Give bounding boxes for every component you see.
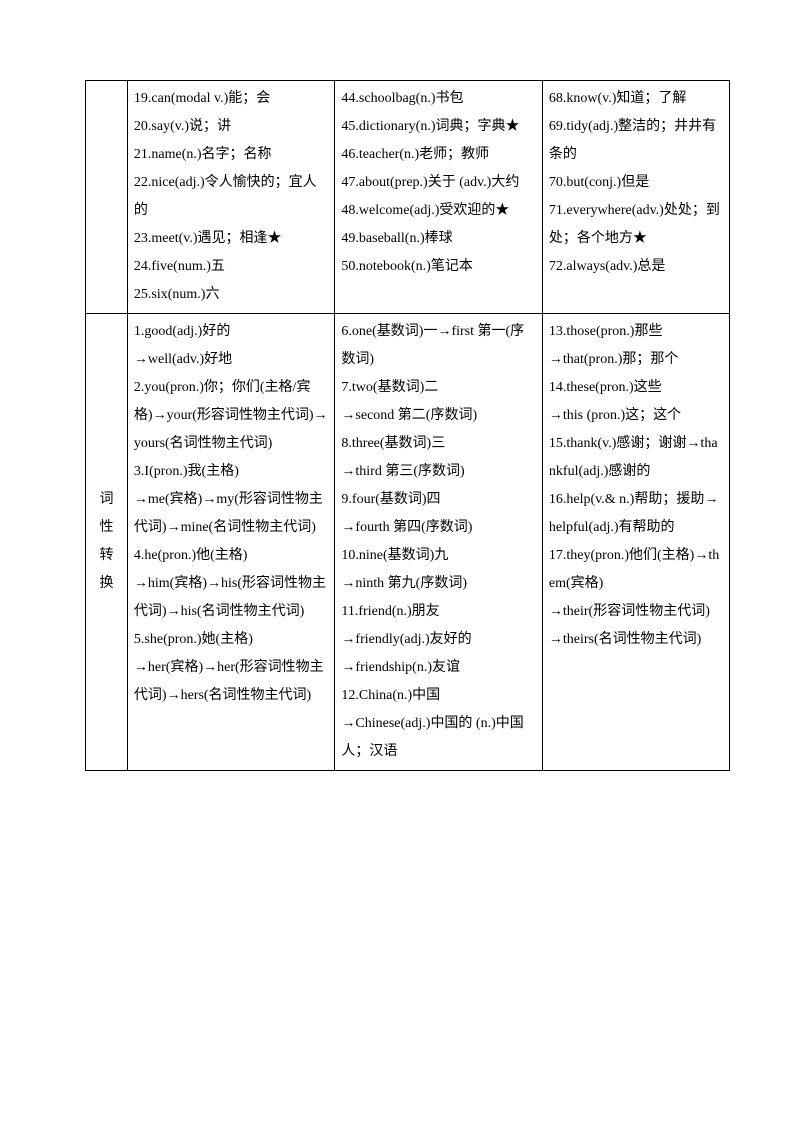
vocab-line: →second 第二(序数词) xyxy=(341,402,536,430)
vocab-line: →fourth 第四(序数词) xyxy=(341,514,536,542)
vocab-line: 71.everywhere(adv.)处处；到处；各个地方★ xyxy=(549,197,723,253)
vocab-line: 44.schoolbag(n.)书包 xyxy=(341,85,536,113)
vocab-line: 49.baseball(n.)棒球 xyxy=(341,225,536,253)
vocab-line: →Chinese(adj.)中国的 (n.)中国人；汉语 xyxy=(341,710,536,766)
vocab-cell: 44.schoolbag(n.)书包 45.dictionary(n.)词典；字… xyxy=(335,81,543,314)
vocab-line: 68.know(v.)知道；了解 xyxy=(549,85,723,113)
vocab-line: →friendly(adj.)友好的 xyxy=(341,626,536,654)
vocab-line: 25.six(num.)六 xyxy=(134,281,329,309)
row-label-cell xyxy=(86,81,128,314)
vocab-line: 12.China(n.)中国 xyxy=(341,682,536,710)
row-label-char: 转 xyxy=(88,542,125,570)
table-row: 19.can(modal v.)能；会 20.say(v.)说；讲 21.nam… xyxy=(86,81,730,314)
vocab-line: 46.teacher(n.)老师；教师 xyxy=(341,141,536,169)
vocab-line: 4.he(pron.)他(主格) xyxy=(134,542,329,570)
vocab-line: 17.they(pron.)他们(主格)→them(宾格) xyxy=(549,542,723,598)
vocab-line: →ninth 第九(序数词) xyxy=(341,570,536,598)
vocab-line: 14.these(pron.)这些 xyxy=(549,374,723,402)
vocab-line: 22.nice(adj.)令人愉快的；宜人的 xyxy=(134,169,329,225)
vocab-line: 6.one(基数词)一→first 第一(序数词) xyxy=(341,318,536,374)
vocab-line: 13.those(pron.)那些 xyxy=(549,318,723,346)
vocab-line: →her(宾格)→her(形容词性物主代词)→hers(名词性物主代词) xyxy=(134,654,329,710)
vocab-line: →well(adv.)好地 xyxy=(134,346,329,374)
vocab-line: →third 第三(序数词) xyxy=(341,458,536,486)
vocab-line: →me(宾格)→my(形容词性物主代词)→mine(名词性物主代词) xyxy=(134,486,329,542)
vocab-cell: 19.can(modal v.)能；会 20.say(v.)说；讲 21.nam… xyxy=(127,81,335,314)
vocab-line: →him(宾格)→his(形容词性物主代词)→his(名词性物主代词) xyxy=(134,570,329,626)
vocab-line: 3.I(pron.)我(主格) xyxy=(134,458,329,486)
vocab-line: →this (pron.)这；这个 xyxy=(549,402,723,430)
vocab-line: 9.four(基数词)四 xyxy=(341,486,536,514)
vocab-line: 10.nine(基数词)九 xyxy=(341,542,536,570)
row-label-char: 词 xyxy=(88,486,125,514)
vocab-line: 21.name(n.)名字；名称 xyxy=(134,141,329,169)
vocab-cell: 6.one(基数词)一→first 第一(序数词) 7.two(基数词)二 →s… xyxy=(335,314,543,771)
vocab-line: 47.about(prep.)关于 (adv.)大约 xyxy=(341,169,536,197)
row-label-char: 换 xyxy=(88,570,125,598)
vocab-line: →friendship(n.)友谊 xyxy=(341,654,536,682)
vocab-line: 45.dictionary(n.)词典；字典★ xyxy=(341,113,536,141)
vocab-cell: 13.those(pron.)那些 →that(pron.)那；那个 14.th… xyxy=(542,314,729,771)
vocab-line: 72.always(adv.)总是 xyxy=(549,253,723,281)
vocab-line: 69.tidy(adj.)整洁的；井井有条的 xyxy=(549,113,723,169)
vocab-line: 7.two(基数词)二 xyxy=(341,374,536,402)
vocab-line: 50.notebook(n.)笔记本 xyxy=(341,253,536,281)
document-page: 19.can(modal v.)能；会 20.say(v.)说；讲 21.nam… xyxy=(0,0,800,1132)
vocab-line: 16.help(v.& n.)帮助；援助→helpful(adj.)有帮助的 xyxy=(549,486,723,542)
vocab-line: 48.welcome(adj.)受欢迎的★ xyxy=(341,197,536,225)
vocab-line: 5.she(pron.)她(主格) xyxy=(134,626,329,654)
vocab-line: 19.can(modal v.)能；会 xyxy=(134,85,329,113)
vocab-line: 2.you(pron.)你；你们(主格/宾格)→your(形容词性物主代词)→y… xyxy=(134,374,329,458)
vocabulary-table: 19.can(modal v.)能；会 20.say(v.)说；讲 21.nam… xyxy=(85,80,730,771)
row-label-char: 性 xyxy=(88,514,125,542)
vocab-cell: 1.good(adj.)好的 →well(adv.)好地 2.you(pron.… xyxy=(127,314,335,771)
vocab-line: →their(形容词性物主代词)→theirs(名词性物主代词) xyxy=(549,598,723,654)
vocab-line: →that(pron.)那；那个 xyxy=(549,346,723,374)
table-row: 词 性 转 换 1.good(adj.)好的 →well(adv.)好地 2.y… xyxy=(86,314,730,771)
vocab-line: 15.thank(v.)感谢；谢谢→thankful(adj.)感谢的 xyxy=(549,430,723,486)
vocab-line: 20.say(v.)说；讲 xyxy=(134,113,329,141)
vocab-line: 8.three(基数词)三 xyxy=(341,430,536,458)
vocab-line: 1.good(adj.)好的 xyxy=(134,318,329,346)
vocab-line: 23.meet(v.)遇见；相逢★ xyxy=(134,225,329,253)
vocab-line: 24.five(num.)五 xyxy=(134,253,329,281)
vocab-cell: 68.know(v.)知道；了解 69.tidy(adj.)整洁的；井井有条的 … xyxy=(542,81,729,314)
row-label-cell: 词 性 转 换 xyxy=(86,314,128,771)
vocab-line: 11.friend(n.)朋友 xyxy=(341,598,536,626)
vocab-line: 70.but(conj.)但是 xyxy=(549,169,723,197)
